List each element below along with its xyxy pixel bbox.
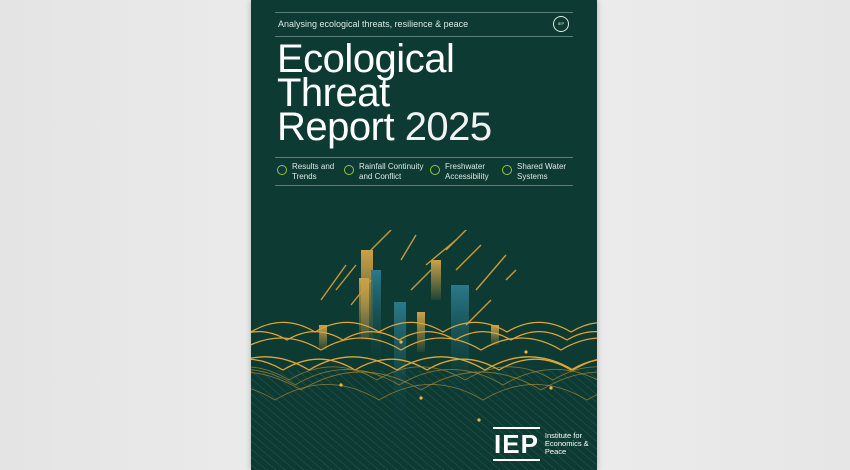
- wave-dot: [339, 383, 343, 387]
- divider: [275, 12, 573, 13]
- rain-line: [475, 254, 507, 291]
- wave-line: [251, 356, 597, 371]
- bar-shape: [359, 278, 369, 338]
- rain-line: [400, 234, 417, 261]
- wave-dot: [477, 418, 481, 422]
- topic-item: Results and Trends: [277, 162, 344, 182]
- seal-icon: IEP: [553, 16, 569, 32]
- publisher-logo: IEP Institute for Economics & Peace: [493, 427, 597, 461]
- rain-line: [350, 279, 372, 306]
- rain-line: [465, 299, 492, 326]
- topic-list: Results and Trends Rainfall Continuity a…: [277, 162, 577, 182]
- bar-shape: [319, 325, 327, 350]
- divider: [275, 36, 573, 37]
- rain-line: [505, 269, 517, 281]
- report-title: Ecological Threat Report 2025: [277, 37, 492, 147]
- divider: [275, 185, 573, 186]
- title-line: Ecological: [277, 37, 455, 81]
- circle-icon: [430, 165, 440, 175]
- rain-line: [365, 230, 392, 256]
- wave-dot: [549, 386, 553, 390]
- topic-item: Rainfall Continuity and Conflict: [344, 162, 430, 182]
- wave-dot: [399, 340, 403, 344]
- bar-shape: [491, 325, 499, 345]
- bar-shape: [431, 260, 441, 300]
- title-line: Threat: [277, 71, 390, 115]
- rain-line: [410, 269, 432, 291]
- rain-line: [445, 230, 467, 251]
- divider: [275, 157, 573, 158]
- report-year: 2025: [404, 105, 492, 149]
- wave-line: [251, 366, 597, 381]
- wave-line: [251, 337, 597, 351]
- circle-icon: [502, 165, 512, 175]
- rain-line: [320, 264, 347, 301]
- circle-icon: [344, 165, 354, 175]
- rain-line: [455, 244, 482, 271]
- wave-dot: [419, 396, 423, 400]
- circle-icon: [277, 165, 287, 175]
- wave-line: [251, 371, 597, 391]
- iep-logo: IEP: [493, 427, 540, 461]
- rain-line: [335, 264, 357, 291]
- bar-shape: [394, 302, 406, 422]
- wave-illustration: [251, 230, 597, 470]
- report-cover: Analysing ecological threats, resilience…: [251, 0, 597, 470]
- topic-item: Freshwater Accessibility: [430, 162, 502, 182]
- wave-line: [251, 358, 597, 371]
- wave-line: [251, 384, 597, 401]
- title-line: Report: [277, 105, 395, 149]
- bar-shape: [451, 285, 469, 395]
- tagline: Analysing ecological threats, resilience…: [278, 19, 469, 29]
- wave-dot: [524, 350, 528, 354]
- bar-shape: [371, 270, 381, 370]
- wave-line: [251, 369, 597, 386]
- publisher-name: Institute for Economics & Peace: [544, 431, 589, 456]
- topic-item: Shared Water Systems: [502, 162, 567, 182]
